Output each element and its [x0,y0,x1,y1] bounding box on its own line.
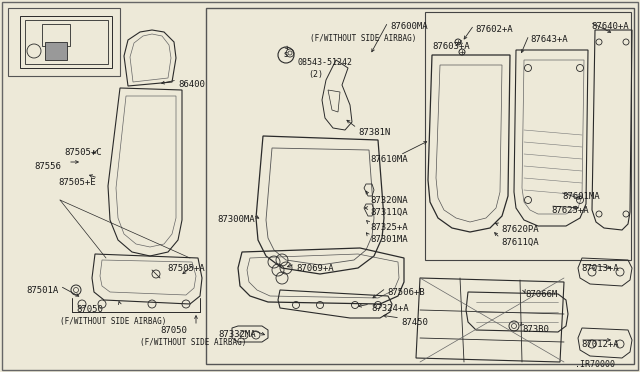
Text: 87066M: 87066M [525,290,557,299]
Text: 87505+A: 87505+A [167,264,205,273]
Text: (2): (2) [308,70,323,79]
Text: 87625+A: 87625+A [551,206,589,215]
Text: 87505+C: 87505+C [64,148,102,157]
Text: 87602+A: 87602+A [475,25,513,34]
Text: 87506+B: 87506+B [387,288,424,297]
Text: 87050: 87050 [76,305,103,314]
Text: 87013+A: 87013+A [581,264,619,273]
Text: 87311QA: 87311QA [370,208,408,217]
Text: (F/WITHOUT SIDE AIRBAG): (F/WITHOUT SIDE AIRBAG) [60,317,166,326]
Text: 87600MA: 87600MA [390,22,428,31]
Text: 87610MA: 87610MA [370,155,408,164]
Text: 87611QA: 87611QA [501,238,539,247]
Text: 87381N: 87381N [358,128,390,137]
Text: 87325+A: 87325+A [370,223,408,232]
Bar [42,24,70,46]
Text: 873B0: 873B0 [522,325,549,334]
Bar [425,12,631,260]
Text: S: S [284,52,288,58]
Text: 87556: 87556 [34,162,61,171]
Text: 87050: 87050 [160,326,187,335]
Text: 87643+A: 87643+A [530,35,568,44]
Text: 87450: 87450 [401,318,428,327]
Bar [8,8,120,76]
Text: 87320NA: 87320NA [370,196,408,205]
Text: (F/WITHOUT SIDE AIRBAG): (F/WITHOUT SIDE AIRBAG) [140,338,246,347]
Bar [45,42,67,60]
Text: .IR70000: .IR70000 [575,360,615,369]
Text: 87603+A: 87603+A [432,42,470,51]
Text: 87620PA: 87620PA [501,225,539,234]
Text: 86400: 86400 [178,80,205,89]
Text: 87332MA: 87332MA [218,330,255,339]
Text: 87300MA: 87300MA [217,215,255,224]
Text: 08543-51242: 08543-51242 [298,58,353,67]
Text: (F/WITHOUT SIDE AIRBAG): (F/WITHOUT SIDE AIRBAG) [310,34,417,43]
Text: 87640+A: 87640+A [591,22,628,31]
Text: 87501A: 87501A [26,286,58,295]
Text: 87601MA: 87601MA [562,192,600,201]
Bar [206,8,634,364]
Text: 87324+A: 87324+A [371,304,408,313]
Text: 87505+E: 87505+E [58,178,95,187]
Text: 87012+A: 87012+A [581,340,619,349]
Text: 87069+A: 87069+A [296,264,333,273]
Text: 87301MA: 87301MA [370,235,408,244]
